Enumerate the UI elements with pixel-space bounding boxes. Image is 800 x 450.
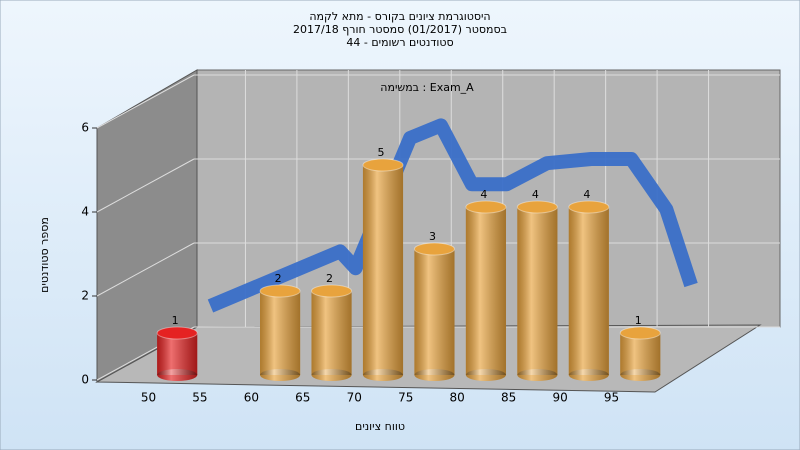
bar-top: [619, 326, 661, 340]
x-tick-label: 75: [398, 391, 413, 405]
data-label: 5: [378, 146, 385, 159]
grid-line: [96, 158, 195, 213]
bar-shade-base: [465, 369, 506, 381]
bar: 2: [259, 272, 301, 381]
data-label: 1: [635, 314, 642, 327]
chart-title: היסטוגרמת ציונים בקורס - מתא לקמה: [309, 10, 490, 23]
chart-subtitle: סטודנטים רשומים - 44: [346, 36, 453, 49]
x-tick-label: 60: [244, 391, 259, 405]
bar: 2: [310, 272, 353, 381]
y-tick-label: 2: [81, 289, 89, 303]
x-tick-label: 50: [141, 391, 156, 405]
x-tick-label: 95: [604, 391, 619, 405]
overlay-line: [207, 118, 698, 313]
x-tick-label: 65: [295, 391, 310, 405]
annotation: במשימה : Exam_A: [380, 81, 474, 94]
bar-shade: [568, 207, 609, 375]
x-tick-label: 80: [450, 391, 465, 405]
x-tick-label: 85: [501, 391, 516, 405]
bar: 1: [156, 314, 198, 381]
data-label: 4: [480, 188, 487, 201]
y-tick-label: 4: [81, 205, 89, 219]
bar-top: [156, 326, 198, 340]
bar-shade-base: [157, 369, 198, 381]
x-axis-label: טווח ציונים: [355, 420, 405, 433]
bar-shade: [414, 249, 455, 375]
bar: 4: [516, 188, 558, 381]
y-tick-label: 0: [81, 373, 89, 387]
bar-top: [413, 242, 456, 256]
bar-shade: [157, 333, 198, 375]
data-label: 3: [429, 230, 436, 243]
bar: 4: [568, 188, 610, 381]
y-axis-label: מספר סטודנטים: [38, 217, 51, 293]
bar: 1: [619, 314, 661, 381]
bar-shade-base: [311, 369, 352, 381]
bar-shade-base: [620, 369, 661, 381]
chart-subtitle: בסמסטר (01/2017) סמסטר חורף 2017/18: [293, 23, 507, 36]
bar-shade: [465, 207, 506, 375]
bar-shade: [517, 207, 558, 375]
bar-top: [362, 158, 404, 172]
bar: 3: [413, 230, 456, 381]
bar-top: [568, 200, 610, 214]
data-label: 2: [275, 272, 282, 285]
x-tick-label: 90: [552, 391, 567, 405]
bar-shade-base: [414, 369, 455, 381]
bar-top: [465, 200, 507, 214]
bar-shade: [362, 165, 404, 375]
data-label: 2: [326, 272, 333, 285]
data-label: 1: [172, 314, 179, 327]
bar-top: [259, 284, 301, 298]
bar-shade-base: [517, 369, 558, 381]
data-label: 4: [583, 188, 590, 201]
bar-top: [516, 200, 558, 214]
y-tick-label: 6: [81, 121, 89, 135]
bar: 4: [465, 188, 507, 381]
bar-shade: [260, 291, 301, 375]
x-tick-label: 55: [192, 391, 207, 405]
x-tick-label: 70: [347, 391, 362, 405]
bar: 5: [362, 146, 404, 381]
bar-shade-base: [260, 369, 301, 381]
grid-line: [96, 242, 195, 297]
bar-shade-base: [568, 369, 609, 381]
bar-shade: [311, 291, 352, 375]
grid-line: [96, 74, 195, 129]
data-label: 4: [532, 188, 539, 201]
bar-top: [310, 284, 353, 298]
bar-shade-base: [362, 369, 404, 381]
bar-shade: [620, 333, 661, 375]
